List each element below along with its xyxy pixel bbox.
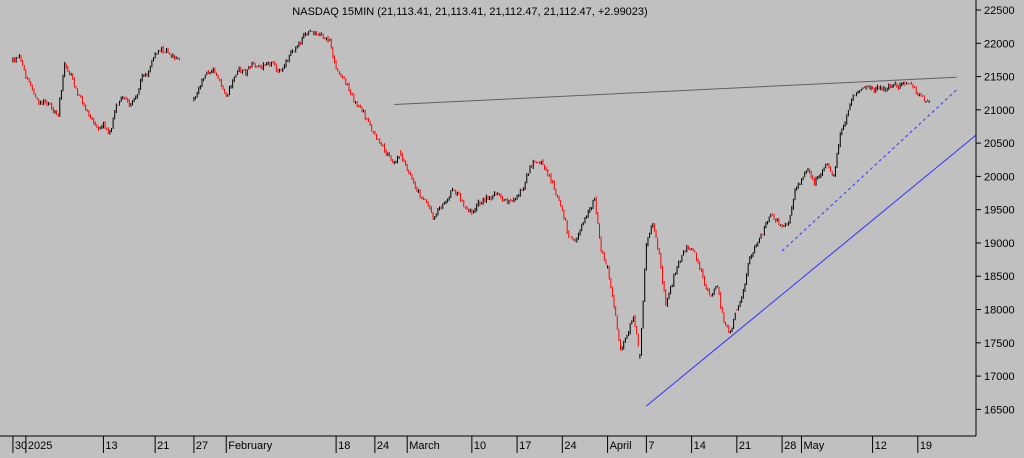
y-axis: 16500 17000 17500 18000 18500 19000 19500 20000… [976, 5, 1015, 416]
x-tick-label: 12 [875, 440, 887, 452]
y-tick-label: 17000 [984, 371, 1015, 383]
x-tick-label: 10 [474, 440, 486, 452]
x-tick-label: March [409, 440, 440, 452]
x-tick-label: 19 [920, 440, 932, 452]
x-tick-label: 2025 [28, 440, 52, 452]
x-tick-label: April [610, 440, 632, 452]
x-tick-label: 24 [377, 440, 389, 452]
y-tick-label: 18000 [984, 305, 1015, 317]
x-tick-label: 17 [519, 440, 531, 452]
y-tick-label: 16500 [984, 404, 1015, 416]
x-tick-label: 13 [105, 440, 117, 452]
y-tick-label: 21000 [984, 105, 1015, 117]
candles-layer [12, 29, 930, 359]
y-tick-label: 22000 [984, 38, 1015, 50]
y-tick-label: 18500 [984, 271, 1015, 283]
trendlines-layer [394, 76, 977, 407]
y-tick-label: 17500 [984, 338, 1015, 350]
x-tick-label: May [803, 440, 824, 452]
x-tick-label: 28 [784, 440, 796, 452]
x-tick-label: 30 [15, 440, 27, 452]
chart-title: NASDAQ 15MIN (21,113.41, 21,113.41, 21,1… [292, 6, 647, 18]
y-tick-label: 19000 [984, 238, 1015, 250]
x-tick-label: 21 [739, 440, 751, 452]
y-tick-label: 20500 [984, 138, 1015, 150]
trendline [646, 134, 977, 407]
x-axis: 30 2025 13 21 27 February 18 24 March 10 17 24 April… [12, 436, 932, 453]
x-tick-label: 14 [694, 440, 706, 452]
x-tick-label: 27 [196, 440, 208, 452]
trendline [394, 76, 957, 106]
x-tick-label: 18 [338, 440, 350, 452]
x-tick-label: 24 [564, 440, 576, 452]
x-tick-label: 21 [157, 440, 169, 452]
y-tick-label: 22500 [984, 5, 1015, 17]
x-tick-label: February [228, 440, 273, 452]
x-tick-label: 7 [648, 440, 654, 452]
y-tick-label: 19500 [984, 205, 1015, 217]
y-tick-label: 20000 [984, 171, 1015, 183]
y-tick-label: 21500 [984, 72, 1015, 84]
